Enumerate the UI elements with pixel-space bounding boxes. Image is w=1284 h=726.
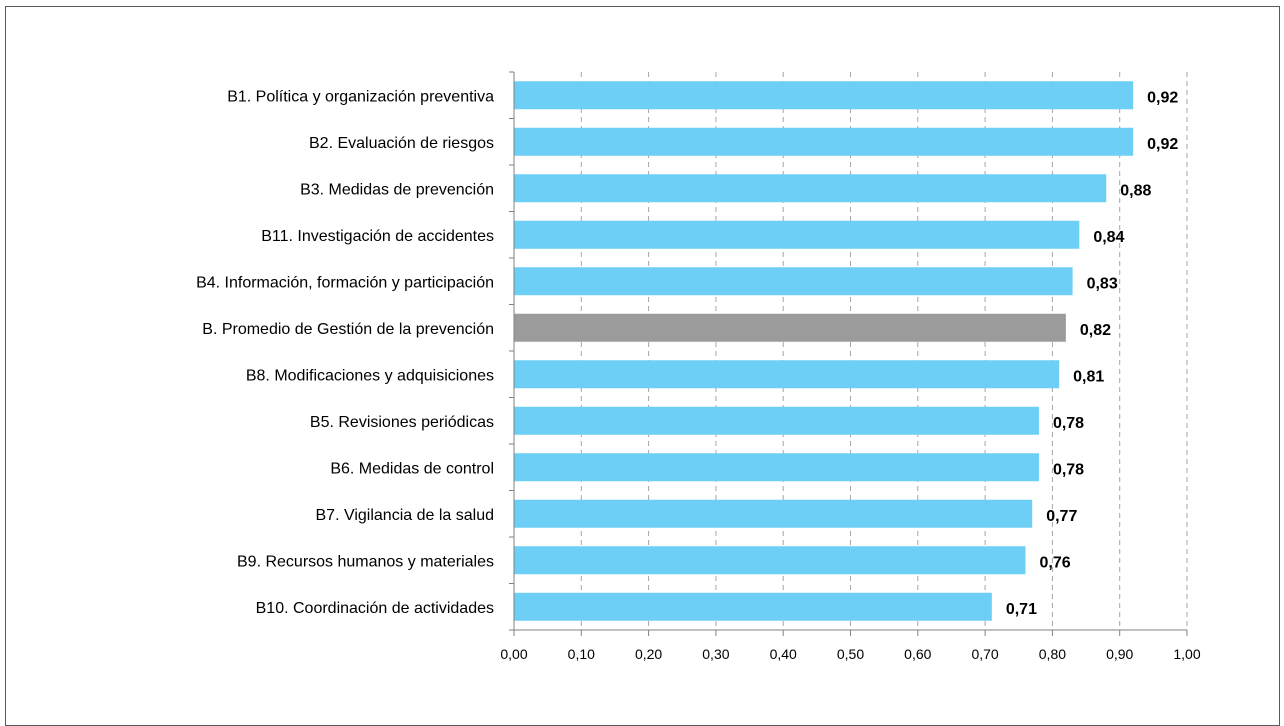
bar xyxy=(514,174,1107,203)
value-label: 0,82 xyxy=(1080,322,1111,339)
value-label: 0,92 xyxy=(1147,89,1178,106)
bar xyxy=(514,127,1134,156)
x-tick-label: 0,60 xyxy=(904,646,931,662)
bar xyxy=(514,546,1026,575)
x-tick-label: 1,00 xyxy=(1173,646,1200,662)
category-label: B8. Modificaciones y adquisiciones xyxy=(246,367,494,384)
bar xyxy=(514,81,1134,110)
bar-average xyxy=(514,313,1066,342)
x-tick-label: 0,50 xyxy=(837,646,864,662)
category-label: B9. Recursos humanos y materiales xyxy=(237,553,494,570)
x-tick-label: 0,40 xyxy=(770,646,797,662)
value-label: 0,78 xyxy=(1053,461,1084,478)
category-label: B3. Medidas de prevención xyxy=(300,181,494,198)
category-label: B6. Medidas de control xyxy=(330,460,494,477)
category-label: B. Promedio de Gestión de la prevención xyxy=(202,321,494,338)
x-tick-label: 0,00 xyxy=(500,646,527,662)
x-tick-label: 0,70 xyxy=(971,646,998,662)
category-label: B11. Investigación de accidentes xyxy=(261,228,494,245)
x-tick-label: 0,80 xyxy=(1039,646,1066,662)
value-label: 0,88 xyxy=(1120,182,1151,199)
category-label: B10. Coordinación de actividades xyxy=(256,600,494,617)
category-label: B4. Información, formación y participaci… xyxy=(196,274,494,291)
bar xyxy=(514,267,1073,296)
x-tick-label: 0,10 xyxy=(568,646,595,662)
bar xyxy=(514,499,1033,528)
labels: 0,00 0,10 0,20 0,30 0,40 0,50 0,60 0,70 0,80 0,90… xyxy=(196,88,1201,662)
bar xyxy=(514,220,1080,249)
value-label: 0,84 xyxy=(1093,229,1124,246)
value-label: 0,71 xyxy=(1006,601,1037,618)
bar xyxy=(514,592,992,621)
axes xyxy=(509,71,1188,636)
value-label: 0,92 xyxy=(1147,136,1178,153)
category-label: B2. Evaluación de riesgos xyxy=(309,135,494,152)
x-tick-label: 0,30 xyxy=(702,646,729,662)
value-label: 0,76 xyxy=(1039,554,1070,571)
category-label: B5. Revisiones periódicas xyxy=(310,414,494,431)
value-label: 0,77 xyxy=(1046,508,1077,525)
bar xyxy=(514,406,1039,435)
value-label: 0,78 xyxy=(1053,415,1084,432)
category-label: B1. Política y organización preventiva xyxy=(227,88,494,105)
value-label: 0,81 xyxy=(1073,368,1104,385)
bar xyxy=(514,453,1039,482)
value-label: 0,83 xyxy=(1087,275,1118,292)
grid-lines xyxy=(580,72,1188,630)
bar xyxy=(514,360,1060,389)
category-label: B7. Vigilancia de la salud xyxy=(316,507,495,524)
x-tick-label: 0,90 xyxy=(1106,646,1133,662)
x-tick-label: 0,20 xyxy=(635,646,662,662)
bars xyxy=(514,81,1134,621)
